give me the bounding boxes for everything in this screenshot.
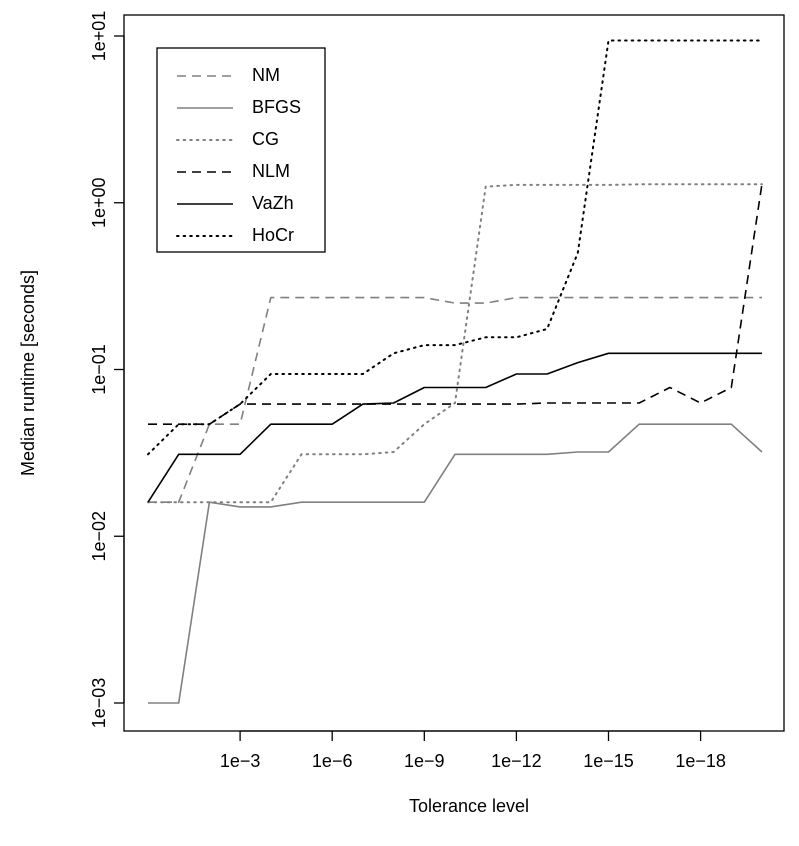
x-axis: 1e−3 1e−6 1e−9 1e−12 1e−15 1e−18 xyxy=(220,730,726,771)
legend-label-vazh: VaZh xyxy=(252,193,294,213)
y-tick-label: 1e−01 xyxy=(89,344,109,395)
legend-label-nm: NM xyxy=(252,65,280,85)
x-tick-label: 1e−9 xyxy=(404,751,445,771)
legend-label-bfgs: BFGS xyxy=(252,97,301,117)
x-tick-label: 1e−18 xyxy=(675,751,726,771)
legend-label-hocr: HoCr xyxy=(252,225,294,245)
series-line-vazh xyxy=(147,352,762,503)
series-line-nlm xyxy=(148,183,763,426)
series-line-cg xyxy=(147,183,763,504)
y-tick-label: 1e−03 xyxy=(89,678,109,729)
x-tick-label: 1e−6 xyxy=(312,751,353,771)
y-axis: 1e−03 1e−02 1e−01 1e+00 1e+01 xyxy=(89,11,125,729)
x-tick-label: 1e−12 xyxy=(491,751,542,771)
legend: NM BFGS CG NLM VaZh HoCr xyxy=(156,47,326,253)
x-tick-label: 1e−3 xyxy=(220,751,261,771)
y-tick-label: 1e+01 xyxy=(89,11,109,62)
legend-label-cg: CG xyxy=(252,129,279,149)
y-tick-label: 1e+00 xyxy=(89,177,109,228)
legend-label-nlm: NLM xyxy=(252,161,290,181)
series-line-hocr xyxy=(147,39,763,456)
legend-frame xyxy=(156,47,326,253)
x-tick-label: 1e−15 xyxy=(583,751,634,771)
series-line-bfgs xyxy=(148,423,763,704)
series-line-nm xyxy=(148,296,762,504)
series-layer xyxy=(147,39,763,704)
y-axis-label: Median runtime [seconds] xyxy=(18,270,38,476)
x-axis-label: Tolerance level xyxy=(409,796,529,816)
y-tick-label: 1e−02 xyxy=(89,511,109,562)
